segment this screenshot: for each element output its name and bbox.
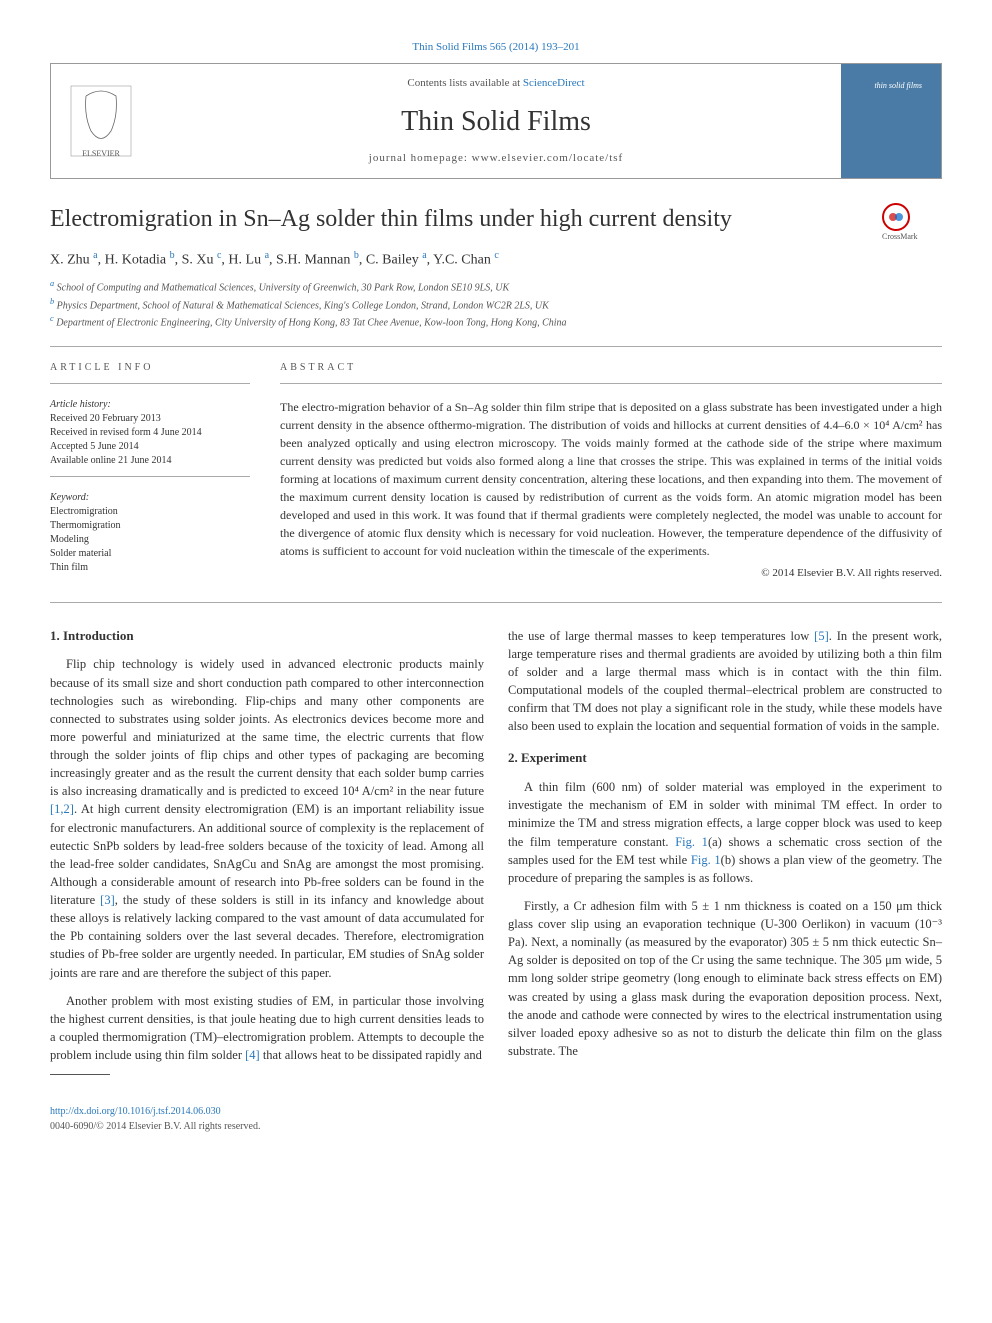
abstract-heading: abstract bbox=[280, 361, 942, 375]
history-item: Received in revised form 4 June 2014 bbox=[50, 426, 250, 440]
journal-header: ELSEVIER Contents lists available at Sci… bbox=[50, 63, 942, 179]
exp-para-1: A thin film (600 nm) of solder material … bbox=[508, 778, 942, 887]
intro-text-1b: . At high current density electromigrati… bbox=[50, 802, 484, 907]
footer-rule bbox=[50, 1074, 110, 1075]
intro-text-2b: that allows heat to be dissipated rapidl… bbox=[260, 1048, 482, 1062]
keyword-item: Electromigration bbox=[50, 505, 250, 519]
intro-para-2: Another problem with most existing studi… bbox=[50, 992, 484, 1065]
exp-para-2: Firstly, a Cr adhesion film with 5 ± 1 n… bbox=[508, 897, 942, 1060]
keyword-item: Solder material bbox=[50, 547, 250, 561]
crossmark-icon bbox=[882, 203, 910, 231]
svg-text:ELSEVIER: ELSEVIER bbox=[82, 149, 120, 158]
affiliation-line: b Physics Department, School of Natural … bbox=[50, 296, 942, 313]
journal-homepage-link[interactable]: journal homepage: www.elsevier.com/locat… bbox=[163, 151, 829, 166]
fig-link-1a[interactable]: Fig. 1 bbox=[675, 835, 708, 849]
body-columns: 1. Introduction Flip chip technology is … bbox=[50, 627, 942, 1135]
affiliation-line: c Department of Electronic Engineering, … bbox=[50, 313, 942, 330]
ref-link-3[interactable]: [3] bbox=[100, 893, 115, 907]
crossmark-badge[interactable]: CrossMark bbox=[882, 203, 942, 243]
experiment-heading: 2. Experiment bbox=[508, 749, 942, 768]
keyword-list: ElectromigrationThermomigrationModelingS… bbox=[50, 505, 250, 575]
abstract-copyright: © 2014 Elsevier B.V. All rights reserved… bbox=[280, 566, 942, 581]
title-row: Electromigration in Sn–Ag solder thin fi… bbox=[50, 203, 942, 249]
contents-list-line: Contents lists available at ScienceDirec… bbox=[163, 76, 829, 91]
contents-prefix: Contents lists available at bbox=[407, 77, 522, 89]
left-column: 1. Introduction Flip chip technology is … bbox=[50, 627, 484, 1135]
ref-link-1-2[interactable]: [1,2] bbox=[50, 802, 74, 816]
keyword-item: Modeling bbox=[50, 533, 250, 547]
crossmark-label: CrossMark bbox=[882, 231, 942, 242]
doi-link[interactable]: http://dx.doi.org/10.1016/j.tsf.2014.06.… bbox=[50, 1106, 221, 1117]
elsevier-logo-icon: ELSEVIER bbox=[66, 81, 136, 161]
article-info-heading: article info bbox=[50, 361, 250, 375]
right-text-1a: the use of large thermal masses to keep … bbox=[508, 629, 814, 643]
info-divider bbox=[50, 383, 250, 384]
body-divider bbox=[50, 602, 942, 603]
ref-link-4[interactable]: [4] bbox=[245, 1048, 260, 1062]
publisher-logo-cell: ELSEVIER bbox=[51, 64, 151, 178]
journal-name: Thin Solid Films bbox=[163, 102, 829, 141]
intro-text-1: Flip chip technology is widely used in a… bbox=[50, 657, 484, 798]
abstract-col: abstract The electro-migration behavior … bbox=[280, 361, 942, 581]
authors-line: X. Zhu a, H. Kotadia b, S. Xu c, H. Lu a… bbox=[50, 249, 942, 270]
right-para-1: the use of large thermal masses to keep … bbox=[508, 627, 942, 736]
affiliation-line: a School of Computing and Mathematical S… bbox=[50, 278, 942, 295]
info-divider-2 bbox=[50, 476, 250, 477]
keyword-item: Thermomigration bbox=[50, 519, 250, 533]
right-text-1b: . In the present work, large temperature… bbox=[508, 629, 942, 734]
page-footer: http://dx.doi.org/10.1016/j.tsf.2014.06.… bbox=[50, 1105, 484, 1134]
intro-heading: 1. Introduction bbox=[50, 627, 484, 646]
journal-cover-thumb: thin solid films bbox=[856, 76, 926, 166]
history-item: Accepted 5 June 2014 bbox=[50, 440, 250, 454]
footer-copyright: 0040-6090/© 2014 Elsevier B.V. All right… bbox=[50, 1120, 484, 1135]
abstract-divider bbox=[280, 383, 942, 384]
ref-link-5[interactable]: [5] bbox=[814, 629, 829, 643]
history-label: Article history: bbox=[50, 398, 250, 412]
right-column: the use of large thermal masses to keep … bbox=[508, 627, 942, 1135]
page-container: Thin Solid Films 565 (2014) 193–201 ELSE… bbox=[0, 0, 992, 1174]
keyword-item: Thin film bbox=[50, 561, 250, 575]
history-list: Received 20 February 2013Received in rev… bbox=[50, 412, 250, 468]
fig-link-1b[interactable]: Fig. 1 bbox=[691, 853, 721, 867]
intro-text-1c: , the study of these solders is still in… bbox=[50, 893, 484, 980]
article-title: Electromigration in Sn–Ag solder thin fi… bbox=[50, 203, 732, 237]
affiliations-block: a School of Computing and Mathematical S… bbox=[50, 278, 942, 330]
article-info-col: article info Article history: Received 2… bbox=[50, 361, 250, 581]
section-divider bbox=[50, 346, 942, 347]
info-abstract-row: article info Article history: Received 2… bbox=[50, 361, 942, 581]
history-item: Available online 21 June 2014 bbox=[50, 454, 250, 468]
journal-header-center: Contents lists available at ScienceDirec… bbox=[151, 64, 841, 178]
intro-para-1: Flip chip technology is widely used in a… bbox=[50, 655, 484, 981]
keyword-label: Keyword: bbox=[50, 491, 250, 505]
abstract-text: The electro-migration behavior of a Sn–A… bbox=[280, 398, 942, 560]
sciencedirect-link[interactable]: ScienceDirect bbox=[523, 77, 585, 89]
journal-cover-cell: thin solid films bbox=[841, 64, 941, 178]
journal-citation-link[interactable]: Thin Solid Films 565 (2014) 193–201 bbox=[50, 40, 942, 55]
history-item: Received 20 February 2013 bbox=[50, 412, 250, 426]
